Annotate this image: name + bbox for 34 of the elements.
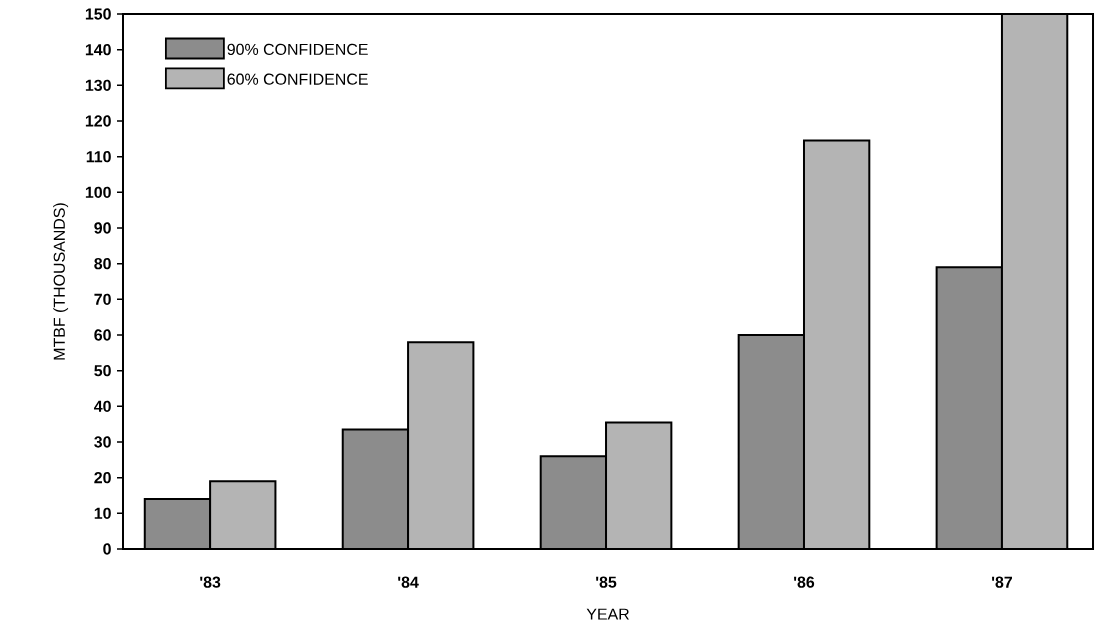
bar xyxy=(1000,14,1069,549)
y-tick-label: 50 xyxy=(94,365,111,377)
y-tick-label: 40 xyxy=(93,400,111,412)
y-tick-label: 0 xyxy=(103,543,111,555)
bar xyxy=(143,498,212,549)
bar xyxy=(803,140,870,549)
bar xyxy=(605,421,673,549)
bar xyxy=(209,480,277,549)
y-tick-label: 60 xyxy=(94,329,111,341)
y-tick-label: 120 xyxy=(85,115,111,127)
legend-label: 90% CONFIDENCE xyxy=(227,43,368,56)
y-axis-title: MTBF (THOUSANDS) xyxy=(53,203,69,360)
y-tick-label: 30 xyxy=(94,436,111,448)
y-tick-label: 70 xyxy=(94,293,111,305)
y-tick-label: 80 xyxy=(94,258,111,270)
bar xyxy=(935,266,1003,549)
y-tick-label: 110 xyxy=(86,151,111,163)
bar xyxy=(539,455,608,549)
bar xyxy=(341,428,410,549)
x-tick-label: '84 xyxy=(398,576,419,588)
x-tick-label: '85 xyxy=(596,576,617,588)
x-tick-label: '87 xyxy=(992,576,1012,588)
y-tick-label: 130 xyxy=(85,79,111,91)
y-tick-label: 150 xyxy=(85,8,111,20)
x-axis-title: YEAR xyxy=(586,608,629,620)
x-tick-label: '83 xyxy=(200,576,221,588)
y-tick-label: 20 xyxy=(94,472,111,484)
legend-label: 60% CONFIDENCE xyxy=(227,73,368,85)
bar xyxy=(407,341,475,549)
x-tick-label: '86 xyxy=(794,576,815,588)
y-tick-label: 100 xyxy=(85,186,111,198)
y-tick-label: 90 xyxy=(94,222,111,234)
y-tick-label: 140 xyxy=(85,44,111,56)
y-tick-label: 10 xyxy=(94,507,111,519)
